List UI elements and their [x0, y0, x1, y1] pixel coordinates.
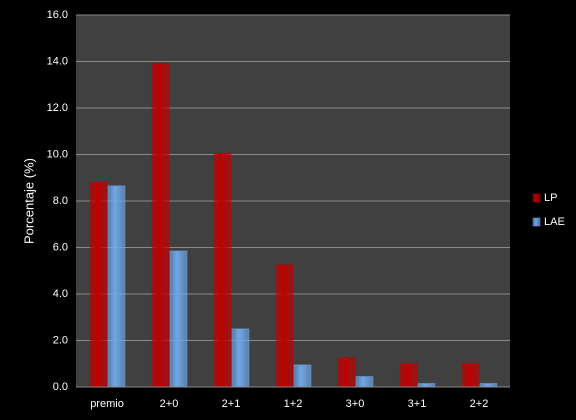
x-tick-label: 2+2 — [470, 398, 489, 410]
x-tick-label: 2+0 — [160, 398, 179, 410]
bar — [275, 264, 294, 388]
bar — [231, 328, 250, 388]
legend-label: LP — [544, 192, 557, 204]
bar — [213, 153, 232, 388]
bar — [151, 63, 170, 388]
bar — [337, 357, 356, 388]
legend-swatch — [532, 193, 541, 203]
y-tick-label: 4.0 — [53, 288, 68, 300]
bar — [399, 363, 418, 388]
y-tick-label: 10.0 — [47, 148, 68, 160]
x-tick-label: premio — [90, 398, 124, 410]
bar — [169, 250, 188, 388]
x-tick-label: 2+1 — [222, 398, 241, 410]
bar — [355, 376, 374, 388]
y-tick-label: 2.0 — [53, 334, 68, 346]
legend-label: LAE — [544, 216, 565, 228]
bar — [293, 364, 312, 388]
y-tick-label: 0.0 — [53, 381, 68, 393]
bar — [461, 363, 480, 388]
y-tick-label: 12.0 — [47, 102, 68, 114]
x-tick-label: 1+2 — [284, 398, 303, 410]
x-tick-label: 3+0 — [346, 398, 365, 410]
x-tick-label: 3+1 — [408, 398, 427, 410]
bar — [417, 383, 436, 388]
bar — [89, 182, 108, 388]
y-tick-label: 8.0 — [53, 195, 68, 207]
y-tick-label: 6.0 — [53, 241, 68, 253]
y-tick-label: 14.0 — [47, 55, 68, 67]
legend-swatch — [532, 217, 541, 227]
y-tick-label: 16.0 — [47, 9, 68, 21]
bar — [479, 383, 498, 388]
y-axis-label: Porcentaje (%) — [21, 158, 36, 244]
bar — [107, 185, 126, 388]
